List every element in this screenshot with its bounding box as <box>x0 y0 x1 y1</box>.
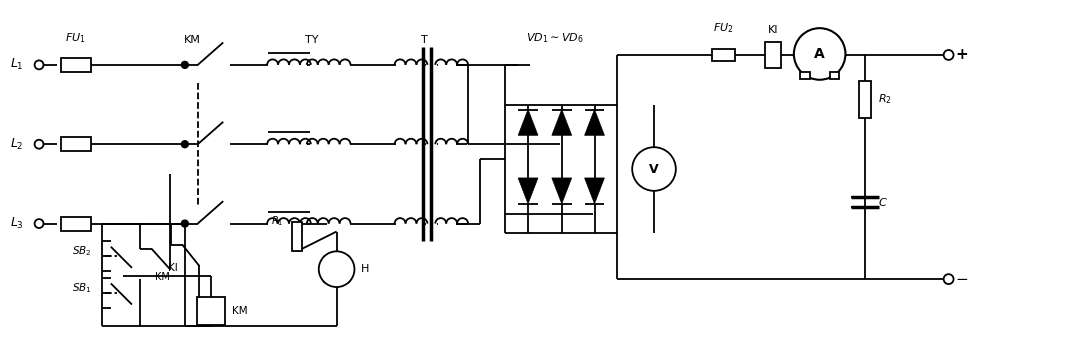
Text: −: − <box>956 272 968 287</box>
Text: $FU_1$: $FU_1$ <box>65 31 86 45</box>
Bar <box>292 222 302 251</box>
Text: $L_3$: $L_3$ <box>11 216 25 231</box>
Text: $VD_1{\sim}VD_6$: $VD_1{\sim}VD_6$ <box>526 31 584 45</box>
Text: V: V <box>649 162 658 175</box>
Text: +: + <box>956 48 968 63</box>
Polygon shape <box>585 178 604 204</box>
Text: H: H <box>361 264 369 274</box>
Polygon shape <box>552 109 572 135</box>
Text: KI: KI <box>768 25 778 35</box>
Circle shape <box>319 251 354 287</box>
Text: $L_2$: $L_2$ <box>11 137 25 152</box>
Polygon shape <box>585 109 604 135</box>
Polygon shape <box>519 109 538 135</box>
Text: KM: KM <box>155 272 170 282</box>
Polygon shape <box>519 178 538 204</box>
Text: $R_1$: $R_1$ <box>271 215 283 228</box>
Text: T: T <box>420 35 427 45</box>
Circle shape <box>943 50 954 60</box>
Text: KI: KI <box>169 263 178 273</box>
Circle shape <box>181 220 189 227</box>
Text: $L_1$: $L_1$ <box>11 57 25 73</box>
Circle shape <box>34 140 44 149</box>
Polygon shape <box>552 178 572 204</box>
Text: $R_2$: $R_2$ <box>878 93 892 106</box>
Bar <box>61 216 91 231</box>
Circle shape <box>632 147 675 191</box>
Text: KM: KM <box>185 35 202 45</box>
Text: KM: KM <box>233 306 249 316</box>
Bar <box>61 137 91 151</box>
Bar <box>196 297 224 325</box>
Text: A: A <box>814 47 825 61</box>
Bar <box>800 72 810 79</box>
Text: $C$: $C$ <box>878 196 888 208</box>
Text: $SB_1$: $SB_1$ <box>71 281 92 295</box>
Circle shape <box>181 62 189 68</box>
Text: $SB_2$: $SB_2$ <box>73 245 92 258</box>
Circle shape <box>794 28 845 80</box>
Text: $FU_2$: $FU_2$ <box>713 21 734 35</box>
Bar <box>859 81 872 118</box>
Bar <box>61 58 91 72</box>
Circle shape <box>34 61 44 69</box>
Circle shape <box>943 274 954 284</box>
Text: TY: TY <box>305 35 319 45</box>
Circle shape <box>181 141 189 148</box>
Circle shape <box>34 219 44 228</box>
Bar <box>712 49 735 61</box>
Bar <box>765 42 781 68</box>
Bar <box>829 72 840 79</box>
